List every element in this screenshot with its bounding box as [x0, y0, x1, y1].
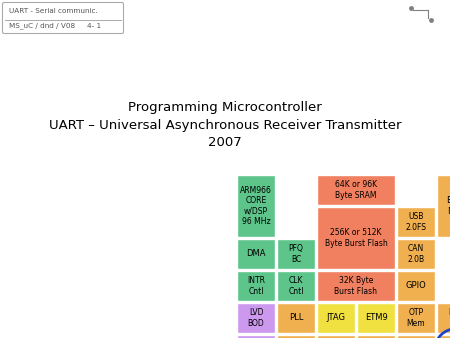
Text: DMA: DMA — [246, 249, 266, 259]
Text: OTP
Mem: OTP Mem — [407, 308, 425, 328]
Bar — [317, 175, 395, 205]
Text: USB
2.0FS: USB 2.0FS — [405, 212, 427, 232]
Bar — [437, 175, 450, 237]
Bar — [237, 175, 275, 237]
Bar — [397, 239, 435, 269]
Text: CLK
Cntl: CLK Cntl — [288, 276, 304, 296]
Text: ETM9: ETM9 — [364, 314, 387, 322]
Bar — [317, 207, 395, 269]
Bar — [437, 303, 450, 333]
Text: PFQ
BC: PFQ BC — [288, 244, 303, 264]
Text: GPIO: GPIO — [405, 282, 427, 290]
FancyBboxPatch shape — [3, 2, 123, 33]
Bar — [397, 207, 435, 237]
Text: JTAG: JTAG — [327, 314, 346, 322]
Bar — [317, 303, 355, 333]
Text: UART – Universal Asynchronous Receiver Transmitter: UART – Universal Asynchronous Receiver T… — [49, 119, 401, 131]
Text: PLL: PLL — [289, 314, 303, 322]
Bar — [237, 239, 275, 269]
Bar — [237, 303, 275, 333]
Bar — [237, 271, 275, 301]
Bar — [237, 335, 275, 338]
Bar — [397, 271, 435, 301]
Text: 256K or 512K
Byte Burst Flash: 256K or 512K Byte Burst Flash — [324, 228, 387, 248]
Bar — [437, 335, 450, 338]
Text: 2007: 2007 — [208, 136, 242, 148]
Text: Programming Microcontroller: Programming Microcontroller — [128, 101, 322, 115]
Bar — [317, 335, 355, 338]
Text: INTR
Cntl: INTR Cntl — [247, 276, 265, 296]
Bar — [277, 271, 315, 301]
Bar — [397, 303, 435, 333]
Text: 4- 1: 4- 1 — [87, 23, 101, 29]
Text: 64K or 96K
Byte SRAM: 64K or 96K Byte SRAM — [335, 180, 377, 200]
Bar — [277, 303, 315, 333]
Bar — [277, 335, 315, 338]
Text: MS_uC / dnd / V08: MS_uC / dnd / V08 — [9, 23, 75, 29]
Bar — [357, 335, 395, 338]
Text: EXT.
Bus: EXT. Bus — [448, 308, 450, 328]
Bar — [317, 271, 395, 301]
Bar — [277, 239, 315, 269]
Text: LVD
BOD: LVD BOD — [248, 308, 265, 328]
Text: 32K Byte
Burst Flash: 32K Byte Burst Flash — [334, 276, 378, 296]
Text: Enet
MAC: Enet MAC — [446, 196, 450, 216]
Text: UART - Serial communic.: UART - Serial communic. — [9, 8, 98, 14]
Text: ARM966
CORE
w/DSP
96 MHz: ARM966 CORE w/DSP 96 MHz — [240, 186, 272, 226]
Text: CAN
2.0B: CAN 2.0B — [407, 244, 424, 264]
Bar — [397, 335, 435, 338]
Bar — [357, 303, 395, 333]
